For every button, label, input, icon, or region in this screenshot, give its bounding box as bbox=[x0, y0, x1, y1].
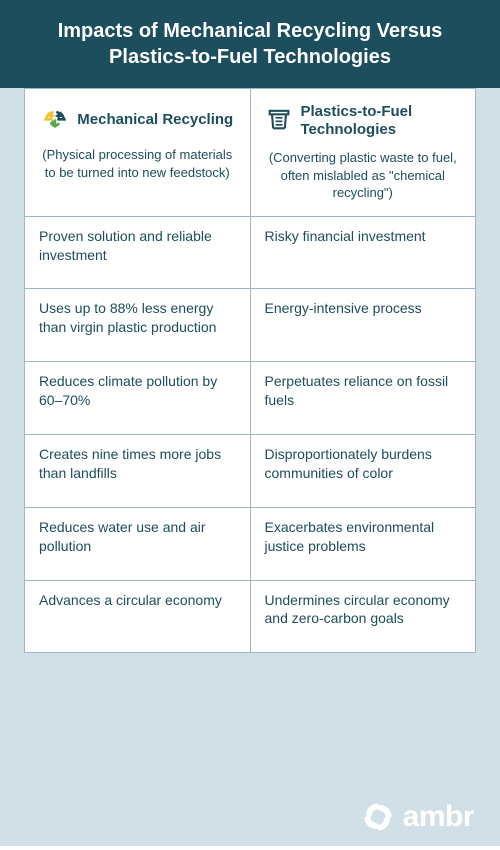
cell: Undermines circular economy and zero-car… bbox=[250, 580, 476, 653]
cell: Creates nine times more jobs than landfi… bbox=[25, 434, 251, 507]
logo-text: ambr bbox=[403, 800, 474, 834]
column-subtitle: (Physical processing of materials to be … bbox=[39, 146, 236, 181]
page-title: Impacts of Mechanical Recycling Versus P… bbox=[0, 0, 500, 88]
cell: Exacerbates environmental justice proble… bbox=[250, 507, 476, 580]
cell: Disproportionately burdens communities o… bbox=[250, 434, 476, 507]
factory-icon bbox=[265, 105, 293, 138]
table-row: Creates nine times more jobs than landfi… bbox=[25, 434, 476, 507]
column-title: Plastics-to-Fuel Technologies bbox=[301, 103, 462, 139]
column-subtitle: (Converting plastic waste to fuel, often… bbox=[265, 149, 462, 202]
body-area: Mechanical Recycling (Physical processin… bbox=[0, 88, 500, 846]
table-row: Uses up to 88% less energy than virgin p… bbox=[25, 289, 476, 362]
cell: Energy-intensive process bbox=[250, 289, 476, 362]
cell: Reduces water use and air pollution bbox=[25, 507, 251, 580]
column-header-ptf: Plastics-to-Fuel Technologies (Convertin… bbox=[250, 89, 476, 217]
table-row: Reduces climate pollution by 60–70% Perp… bbox=[25, 362, 476, 435]
cell: Uses up to 88% less energy than virgin p… bbox=[25, 289, 251, 362]
column-title: Mechanical Recycling bbox=[77, 111, 233, 129]
comparison-table: Mechanical Recycling (Physical processin… bbox=[24, 88, 476, 653]
cell: Advances a circular economy bbox=[25, 580, 251, 653]
table-row: Advances a circular economy Undermines c… bbox=[25, 580, 476, 653]
cell: Proven solution and reliable investment bbox=[25, 216, 251, 289]
cell: Reduces climate pollution by 60–70% bbox=[25, 362, 251, 435]
brand-logo: ambr bbox=[361, 800, 474, 834]
logo-mark-icon bbox=[361, 800, 395, 834]
cell: Risky financial investment bbox=[250, 216, 476, 289]
cell: Perpetuates reliance on fossil fuels bbox=[250, 362, 476, 435]
table-row: Reduces water use and air pollution Exac… bbox=[25, 507, 476, 580]
column-header-mechanical: Mechanical Recycling (Physical processin… bbox=[25, 89, 251, 217]
recycle-icon bbox=[41, 103, 69, 136]
table-row: Proven solution and reliable investment … bbox=[25, 216, 476, 289]
